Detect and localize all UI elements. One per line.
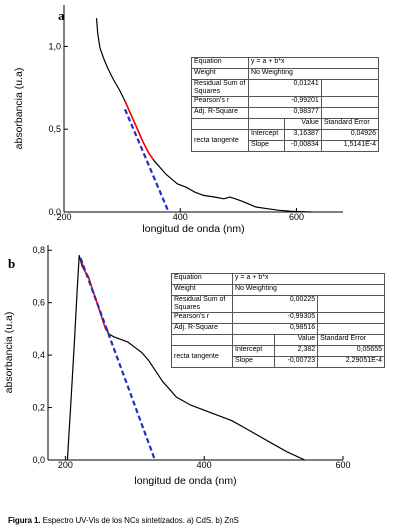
stat-intercept-label: Intercept [247, 129, 286, 141]
series-fit-line [124, 100, 154, 160]
stat-slope: -0,00723 [274, 356, 319, 368]
stat-rss: 0,00225 [231, 295, 319, 313]
stat-r2-label: Adj. R-Square [191, 107, 249, 119]
stat-equation: y = a + b*x [232, 273, 385, 285]
y-tick-label: 0,6 [32, 298, 45, 308]
stat-intercept: 2,382 [274, 345, 319, 357]
stat-r2-label: Adj. R-Square [171, 323, 233, 335]
stat-intercept: 3,16387 [284, 129, 322, 141]
x-axis-label: longitud de onda (nm) [134, 475, 236, 487]
stat-pearson-label: Pearson's r [171, 312, 233, 324]
stat-rss-label: Residual Sum of Squares [191, 79, 249, 97]
y-axis-label: absorbancia (u.a) [13, 68, 25, 150]
stat-slope-err: 2,29051E-4 [317, 356, 385, 368]
y-tick-label: 0,0 [48, 207, 61, 217]
stat-weight-label: Weight [191, 68, 249, 80]
x-tick-label: 200 [58, 460, 73, 470]
stat-intercept-label: Intercept [231, 345, 276, 357]
panel-b-chart: 0,0 0,2 0,4 0,6 0,8 200 400 600 longitud de onda… [3, 245, 351, 487]
panel-b-stats-table: Equation y = a + b*x Weight No Weighting R… [171, 273, 385, 368]
series-tangent-line [79, 257, 156, 461]
stat-slope-err: 1,5141E-4 [320, 140, 380, 152]
y-axis-label: absorbancia (u.a) [3, 312, 15, 394]
stat-r2: 0,98516 [231, 323, 319, 335]
stat-intercept-err: 0,05655 [317, 345, 385, 357]
stat-value-header: Value [284, 118, 322, 130]
stat-equation: y = a + b*x [248, 57, 379, 69]
y-tick-label: 0,0 [32, 455, 45, 465]
series-spectrum-line [66, 254, 306, 461]
stat-group-label: recta tangente [171, 345, 233, 368]
x-tick-label: 400 [197, 460, 212, 470]
figure-caption: Figura 1. Espectro UV-Vis de los NCs sin… [8, 516, 239, 525]
caption-figure-label: Figura 1. [8, 516, 41, 525]
x-axis-label: longitud de onda (nm) [142, 223, 244, 235]
series-tangent-line [123, 108, 170, 213]
stat-group-label: recta tangente [191, 129, 249, 152]
stat-rss-label: Residual Sum of Squares [171, 295, 233, 313]
stat-pearson-label: Pearson's r [191, 96, 249, 108]
panel-a-chart: 0,0 0,5 1,0 200 400 600 longitud de onda (nm) a… [13, 5, 343, 235]
x-tick-label: 400 [173, 212, 188, 222]
stat-r2: 0,98377 [248, 107, 322, 119]
stat-pearson: -0,99201 [248, 96, 322, 108]
stat-weight: No Weighting [248, 68, 379, 80]
caption-text: Espectro UV-Vis de los NCs sintetizados.… [42, 516, 239, 525]
stat-value-header: Value [274, 334, 319, 346]
stat-slope-label: Slope [247, 140, 286, 152]
y-tick-label: 0,2 [32, 403, 45, 413]
stat-stderr-header: Standard Error [320, 118, 380, 130]
stat-pearson: -0,99305 [231, 312, 319, 324]
x-tick-label: 600 [335, 460, 350, 470]
stat-slope-label: Slope [231, 356, 276, 368]
stat-equation-label: Equation [191, 57, 249, 69]
x-tick-label: 200 [56, 212, 71, 222]
stat-stderr-header: Standard Error [317, 334, 385, 346]
stat-rss: 0,01241 [248, 79, 322, 97]
stat-weight-label: Weight [171, 284, 233, 296]
stat-equation-label: Equation [171, 273, 233, 285]
series-spectrum-line [95, 18, 312, 213]
y-tick-label: 0,8 [32, 245, 45, 255]
panel-a-stats-table: Equation y = a + b*x Weight No Weighting R… [191, 57, 380, 152]
x-tick-label: 600 [289, 212, 304, 222]
panel-label: a [58, 8, 65, 23]
y-tick-label: 0,4 [32, 350, 45, 360]
stat-slope: -0,00834 [284, 140, 322, 152]
y-tick-label: 1,0 [48, 41, 61, 51]
y-tick-label: 0,5 [48, 124, 61, 134]
stat-intercept-err: 0,04926 [320, 129, 380, 141]
panel-label: b [8, 256, 15, 271]
stat-weight: No Weighting [232, 284, 385, 296]
